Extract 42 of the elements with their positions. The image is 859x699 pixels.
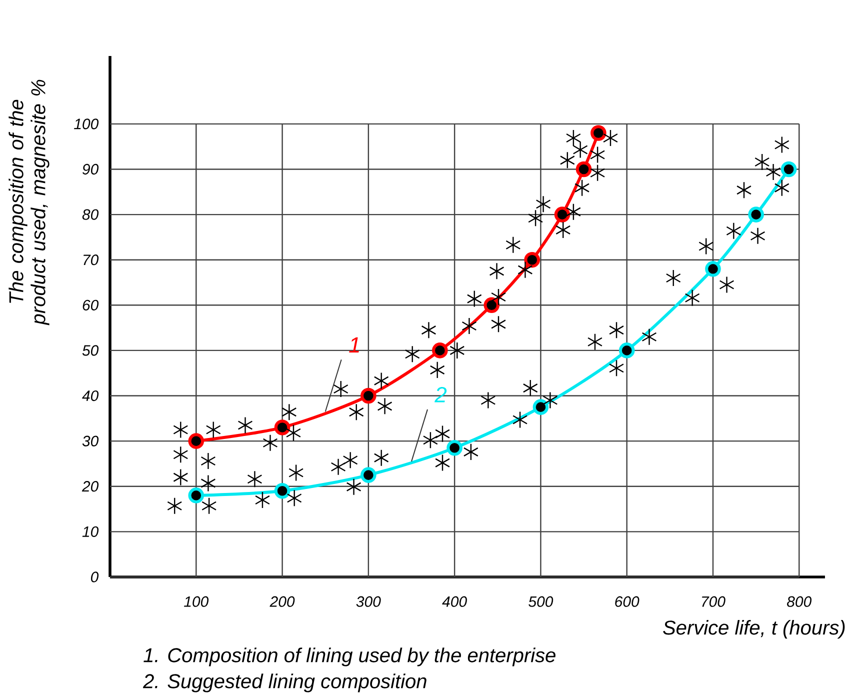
- x-axis-title: Service life, t (hours): [663, 620, 845, 639]
- point: [576, 161, 592, 178]
- point: [705, 261, 721, 277]
- x-tick-label: 800: [787, 596, 812, 607]
- x-tick-label: 500: [528, 596, 554, 607]
- series-label: 1: [349, 337, 359, 352]
- point: [188, 488, 204, 504]
- point: [360, 467, 376, 483]
- x-tick-label: 400: [442, 596, 467, 607]
- point: [432, 342, 448, 358]
- y-axis-title: The composition of the product used, magnesite %: [8, 80, 50, 326]
- point: [618, 342, 635, 358]
- point: [524, 252, 540, 268]
- y-tick-label: 40: [82, 390, 99, 402]
- x-tick-label: 600: [615, 596, 640, 607]
- y-tick-label: 90: [82, 164, 99, 175]
- point: [274, 483, 290, 499]
- text: 1. Composition of lining used by the enterprise: [144, 648, 556, 666]
- y-tick-label: 0: [90, 572, 99, 582]
- text: 2. Suggested lining composition: [142, 674, 426, 692]
- y-tick-label: 20: [82, 481, 99, 492]
- point: [446, 440, 462, 456]
- point: [748, 206, 764, 222]
- y-tick-label: 50: [82, 345, 99, 356]
- x-tick-label: 200: [270, 596, 295, 607]
- y-tick-label: 10: [82, 526, 99, 538]
- point: [188, 433, 204, 449]
- point: [360, 388, 376, 404]
- point: [484, 297, 500, 314]
- y-tick-label: 60: [82, 300, 99, 310]
- point: [274, 420, 290, 436]
- point: [780, 161, 797, 178]
- y-tick-label: 100: [74, 118, 99, 130]
- point: [532, 399, 549, 415]
- point: [554, 206, 570, 222]
- x-tick-label: 700: [702, 596, 726, 607]
- point: [590, 125, 606, 141]
- x-tick-label: 100: [184, 596, 209, 607]
- x-tick-label: 300: [356, 596, 381, 607]
- y-tick-label: 30: [82, 436, 99, 446]
- y-tick-label: 80: [82, 209, 99, 220]
- y-tick-label: 70: [84, 254, 99, 266]
